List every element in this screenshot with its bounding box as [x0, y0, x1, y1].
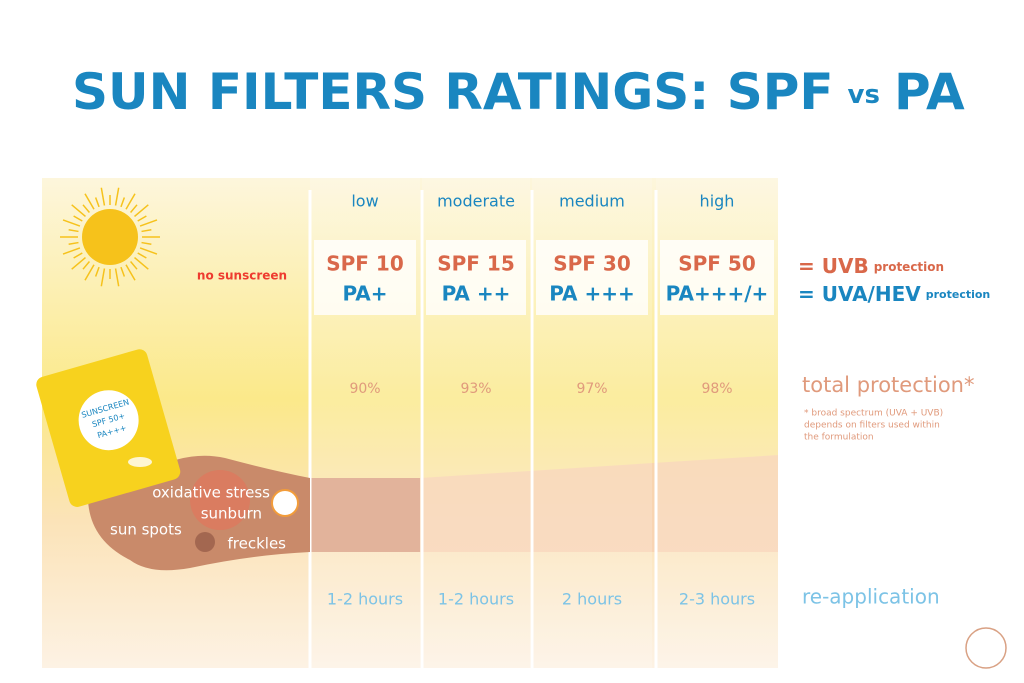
- sun-ray: [73, 252, 83, 259]
- sun-ray: [100, 187, 106, 206]
- sun-ray: [84, 193, 95, 210]
- protection: 97%: [576, 381, 607, 397]
- skin-label: freckles: [228, 535, 287, 553]
- note: * broad spectrum (UVA + UVB): [804, 409, 943, 419]
- sun-ray: [129, 261, 138, 270]
- total-protection: total protection*: [802, 373, 974, 397]
- logo: [965, 627, 1007, 669]
- sun-ray: [71, 256, 86, 270]
- sun-ray: [134, 204, 149, 218]
- title-main: SUN FILTERS RATINGS: SPF: [72, 63, 834, 121]
- sun-ray: [62, 247, 81, 255]
- reapplication: 1-2 hours: [438, 590, 514, 609]
- rating-box: [660, 240, 774, 315]
- fingernail: [128, 457, 152, 467]
- sun-ray: [82, 204, 91, 213]
- skin-label: oxidative stress: [152, 484, 270, 502]
- pa: PA+: [342, 282, 387, 306]
- sun-ray: [68, 228, 79, 233]
- sunburn-spot: [190, 470, 250, 530]
- protection: 98%: [701, 381, 732, 397]
- columns: low SPF 10 PA+ 90% 1-2 hours moderate SPF 15 PA…: [308, 178, 778, 668]
- reapplication-label: re-application: [802, 585, 940, 609]
- sun-ray: [94, 197, 100, 208]
- uva-small: protection: [926, 288, 991, 301]
- sun-ray: [82, 261, 91, 270]
- note: the formulation: [804, 433, 874, 443]
- skin-band-dark: [310, 478, 420, 552]
- reapplication: 2 hours: [562, 590, 622, 609]
- sun-ray: [114, 268, 120, 287]
- sun-ray: [125, 264, 136, 281]
- spf: SPF 30: [553, 252, 631, 276]
- spot: [195, 532, 215, 552]
- sun-ray: [68, 241, 79, 246]
- sun-ray: [120, 266, 126, 277]
- note: depends on filters used within: [804, 421, 940, 431]
- sun-ray: [114, 187, 120, 206]
- uvb: = UVB: [798, 254, 869, 278]
- title-vs: vs: [848, 80, 880, 110]
- sun-ray: [125, 193, 136, 210]
- spf: SPF 50: [678, 252, 756, 276]
- bottle: SUNSCREEN SPF 50+ PA+++: [36, 349, 181, 507]
- uva: = UVA/HEV: [798, 282, 921, 306]
- pa: PA+++/+: [666, 282, 769, 306]
- title-end: PA: [894, 63, 965, 121]
- skin-label: sun spots: [110, 521, 182, 539]
- sun-ray: [100, 268, 106, 287]
- pa: PA ++: [442, 282, 511, 306]
- sun-ray: [141, 228, 152, 233]
- sun: [60, 187, 160, 287]
- sun-ray: [129, 204, 138, 213]
- sun-ray: [134, 256, 149, 270]
- sun-disc: [82, 209, 138, 265]
- sun-ray: [137, 252, 147, 259]
- uvb-small: protection: [874, 260, 944, 274]
- sun-ray: [84, 264, 95, 281]
- level: high: [700, 192, 735, 211]
- skin-band: [420, 455, 778, 552]
- sun-ray: [139, 247, 158, 255]
- no-sunscreen: no sunscreen: [197, 269, 287, 283]
- sun-ray: [137, 215, 147, 222]
- skin-label: sunburn: [201, 505, 262, 523]
- level: moderate: [437, 192, 515, 211]
- title: SUN FILTERS RATINGS: SPF vs PA: [72, 63, 965, 121]
- rating-box: [536, 240, 648, 315]
- reapplication: 2-3 hours: [679, 590, 755, 609]
- spf: SPF 10: [326, 252, 404, 276]
- sun-ray: [139, 219, 158, 227]
- molecule: [271, 489, 299, 517]
- pa: PA +++: [549, 282, 635, 306]
- sun-ray: [120, 197, 126, 208]
- uva-legend: = UVA/HEV protection: [798, 282, 990, 306]
- rating-box: [426, 240, 526, 315]
- level: medium: [559, 192, 625, 211]
- reapplication: 1-2 hours: [327, 590, 403, 609]
- protection: 93%: [460, 381, 491, 397]
- sun-ray: [73, 215, 83, 222]
- rating-box: [314, 240, 416, 315]
- sun-ray: [141, 241, 152, 246]
- uvb-legend: = UVB protection: [798, 254, 944, 278]
- sun-ray: [62, 219, 81, 227]
- spf: SPF 15: [437, 252, 515, 276]
- protection: 90%: [349, 381, 380, 397]
- sun-ray: [94, 266, 100, 277]
- sun-ray: [71, 204, 86, 218]
- level: low: [351, 192, 378, 211]
